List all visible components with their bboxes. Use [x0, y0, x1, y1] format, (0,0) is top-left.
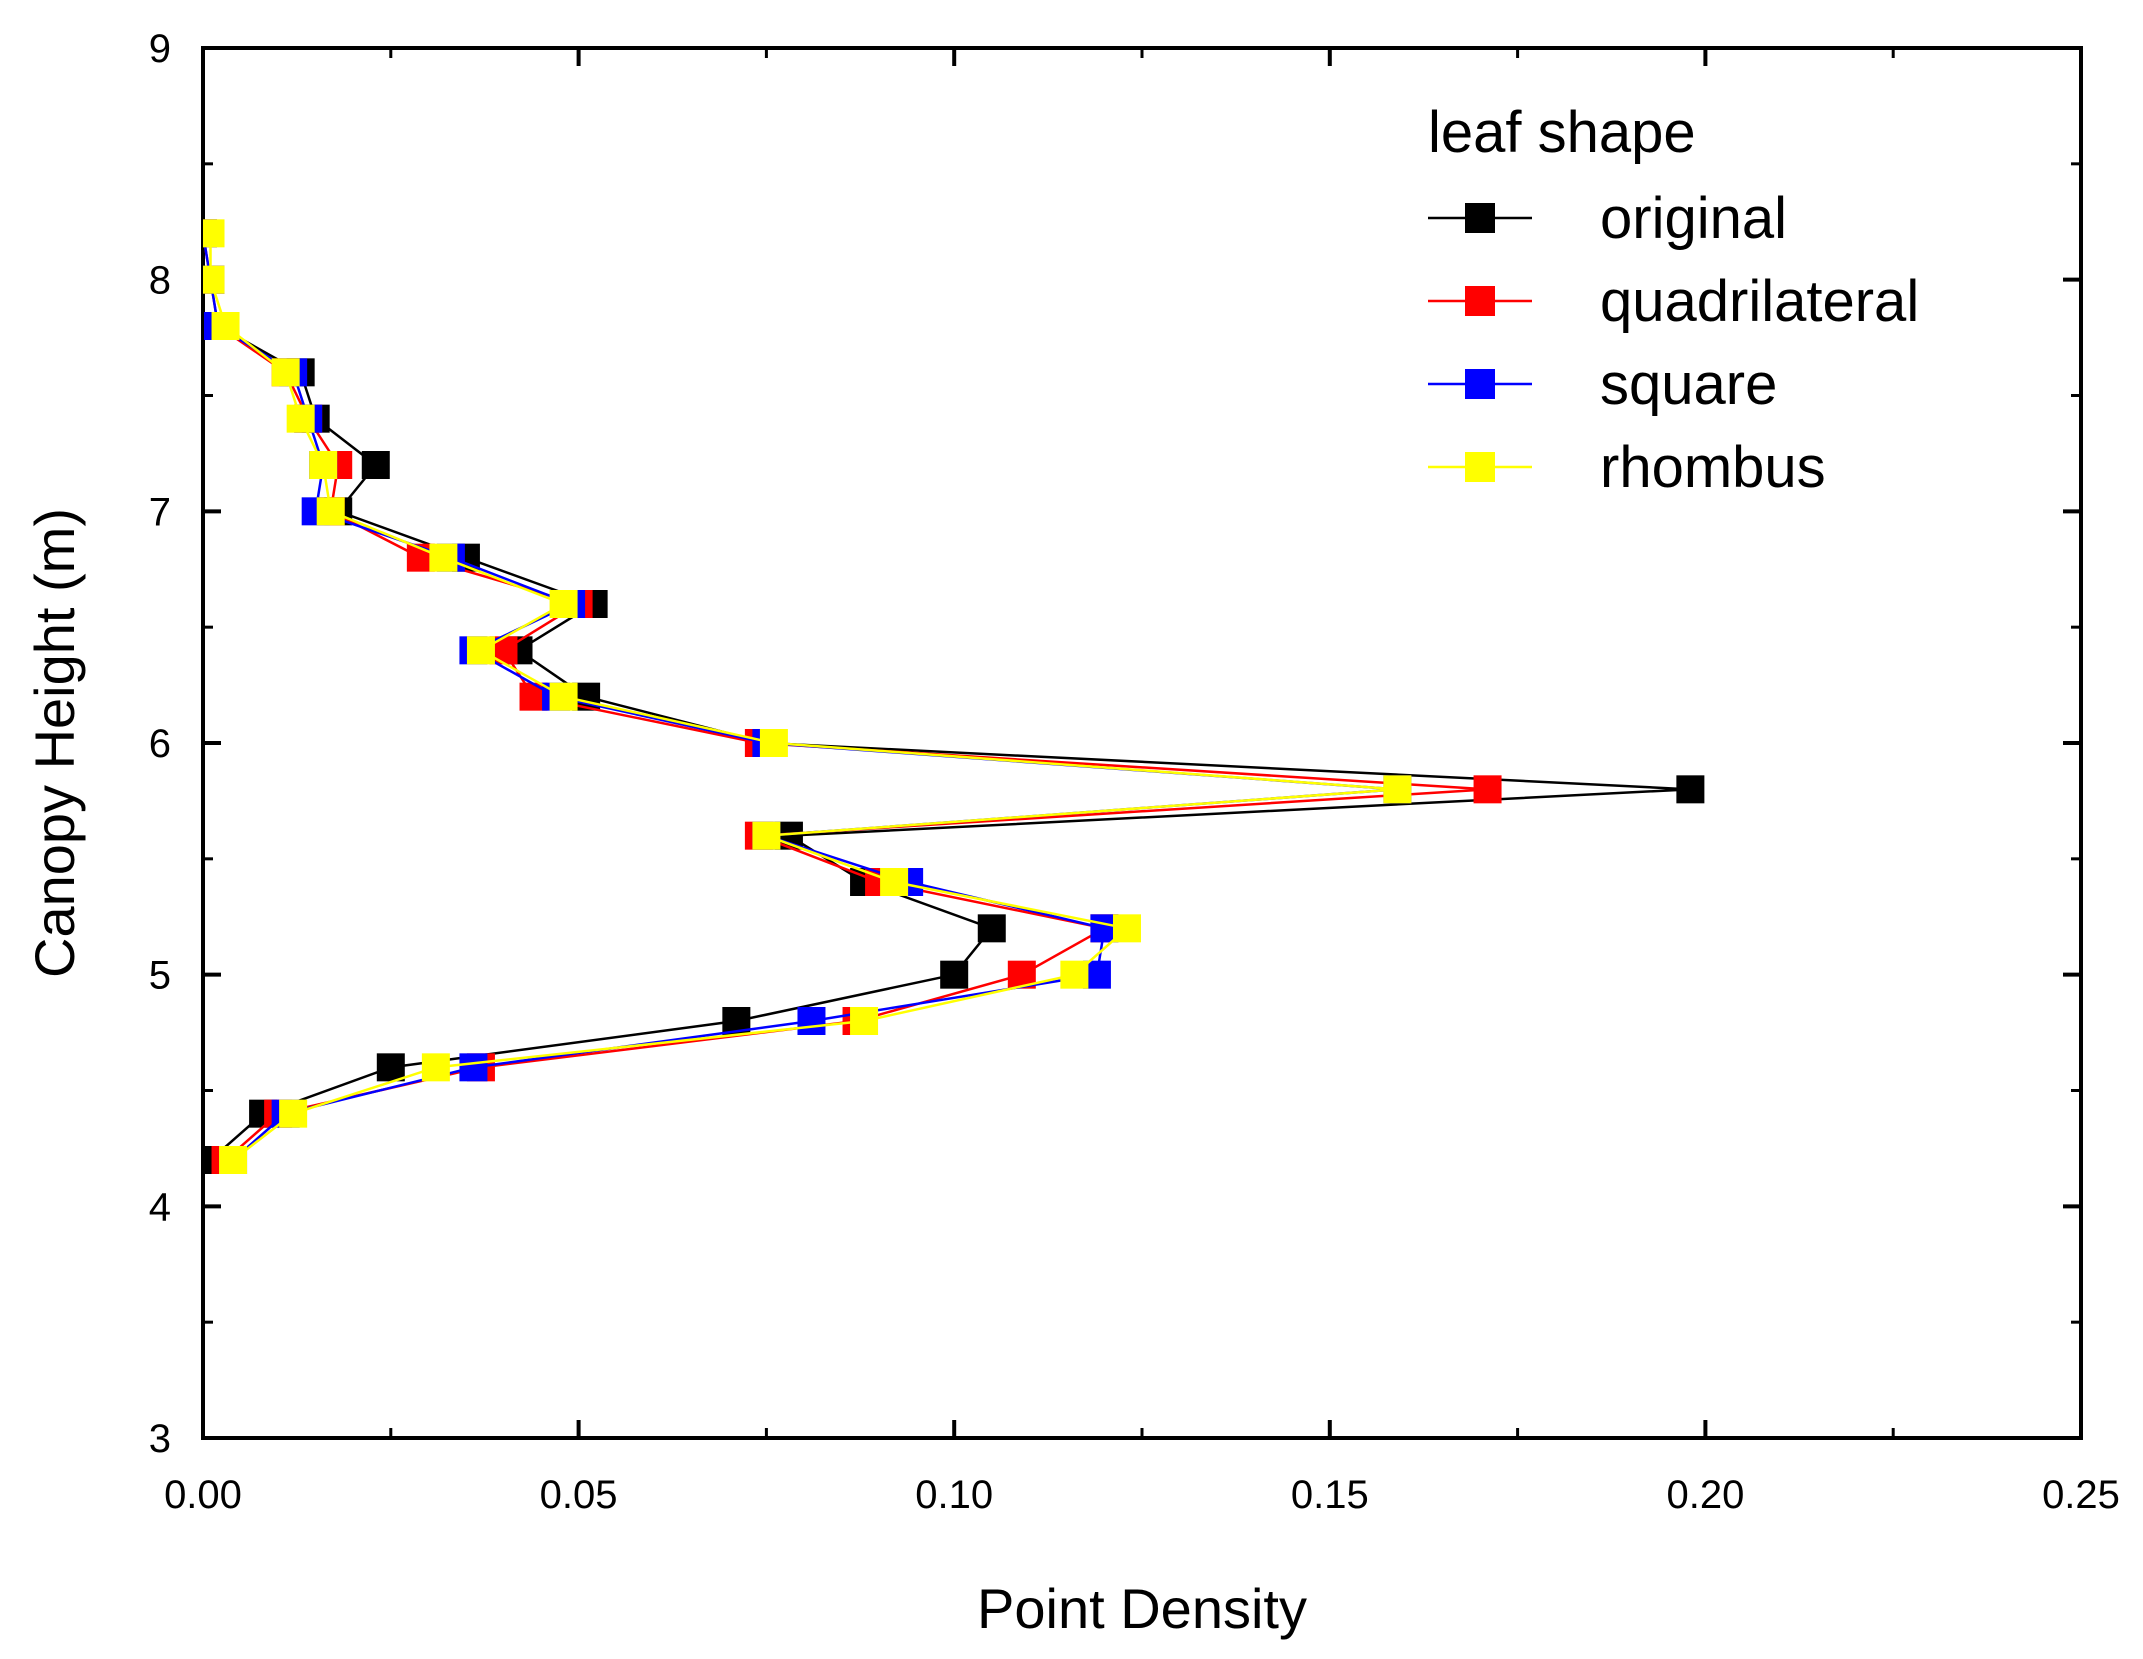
- x-tick-label: 0.10: [915, 1473, 993, 1517]
- x-tick-label: 0.20: [1666, 1473, 1744, 1517]
- legend-marker: [1465, 286, 1495, 316]
- series-layer: [203, 219, 1705, 1174]
- legend-label: rhombus: [1600, 435, 1826, 500]
- y-tick-label: 9: [149, 27, 171, 71]
- plot-frame: [201, 46, 2083, 1440]
- legend-item-rhombus: rhombus: [1428, 435, 1826, 500]
- data-point-quadrilateral: [1473, 775, 1502, 804]
- data-point-rhombus: [752, 821, 781, 850]
- data-point-original: [977, 914, 1006, 943]
- data-point-rhombus: [1383, 775, 1412, 804]
- data-point-rhombus: [286, 404, 315, 433]
- data-point-rhombus: [549, 590, 578, 618]
- x-tick-label: 0.15: [1291, 1473, 1369, 1517]
- data-point-rhombus: [316, 497, 345, 526]
- data-point-original: [361, 451, 390, 479]
- legend-item-original: original: [1428, 186, 1787, 251]
- data-point-rhombus: [211, 312, 240, 340]
- x-tick-label: 0.05: [540, 1473, 618, 1517]
- legend-item-quadrilateral: quadrilateral: [1428, 269, 1919, 334]
- legend-marker: [1465, 452, 1495, 482]
- data-point-rhombus: [421, 1053, 450, 1082]
- series-original: [203, 312, 1705, 1174]
- data-point-square: [459, 1053, 488, 1082]
- y-axis-tick-labels: 3 4 5 6 7 8 9: [149, 27, 171, 1461]
- data-point-rhombus: [549, 682, 578, 711]
- y-tick-label: 3: [149, 1417, 171, 1461]
- y-axis-title: Canopy Height (m): [23, 508, 86, 978]
- data-point-rhombus: [1112, 914, 1141, 943]
- x-axis-tick-labels: 0.00 0.05 0.10 0.15 0.20 0.25: [164, 1473, 2120, 1517]
- y-tick-label: 5: [149, 954, 171, 998]
- x-axis-title: Point Density: [977, 1577, 1307, 1640]
- data-point-rhombus: [880, 868, 909, 896]
- data-point-square: [797, 1007, 826, 1035]
- legend-label: original: [1600, 186, 1787, 251]
- series-square: [203, 219, 1412, 1174]
- x-tick-label: 0.00: [164, 1473, 242, 1517]
- series-line-original: [209, 324, 1691, 1161]
- data-point-rhombus: [429, 543, 458, 572]
- data-point-rhombus: [219, 1146, 248, 1174]
- data-point-rhombus: [279, 1099, 308, 1128]
- y-tick-label: 4: [149, 1185, 171, 1229]
- data-point-rhombus: [1060, 960, 1089, 989]
- legend-label: quadrilateral: [1600, 269, 1919, 334]
- data-point-original: [940, 960, 969, 989]
- y-tick-label: 6: [149, 722, 171, 766]
- legend-marker: [1465, 369, 1495, 399]
- data-point-original: [376, 1053, 405, 1082]
- data-point-rhombus: [466, 636, 495, 665]
- x-tick-label: 0.25: [2042, 1473, 2120, 1517]
- data-point-rhombus: [203, 219, 225, 248]
- data-point-rhombus: [850, 1007, 879, 1035]
- y-tick-label: 8: [149, 259, 171, 303]
- legend-label: square: [1600, 352, 1777, 417]
- data-point-original: [1676, 775, 1705, 804]
- data-point-rhombus: [759, 729, 788, 757]
- data-point-rhombus: [309, 451, 338, 479]
- series-rhombus: [203, 219, 1412, 1174]
- data-point-rhombus: [203, 265, 225, 294]
- legend: leaf shape original quadrilateral square rh…: [1428, 100, 1919, 500]
- data-point-rhombus: [271, 358, 300, 387]
- y-axis-ticks: [203, 46, 2081, 1440]
- legend-item-square: square: [1428, 352, 1777, 417]
- legend-marker: [1465, 203, 1495, 233]
- series-quadrilateral: [203, 219, 1502, 1174]
- x-axis-ticks: [201, 48, 2083, 1438]
- legend-title: leaf shape: [1428, 100, 1696, 165]
- y-tick-label: 7: [149, 490, 171, 534]
